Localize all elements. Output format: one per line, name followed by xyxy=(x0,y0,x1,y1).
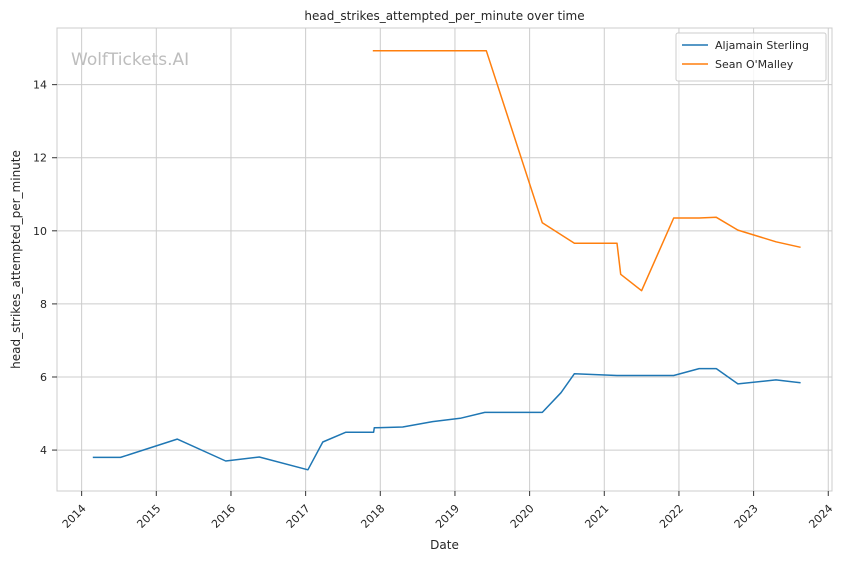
y-tick-label: 10 xyxy=(33,225,47,238)
x-tick-label: 2017 xyxy=(284,502,313,531)
x-tick-label: 2022 xyxy=(657,502,686,531)
series-line-aljamain-sterling xyxy=(92,367,801,471)
chart-title: head_strikes_attempted_per_minute over t… xyxy=(304,9,584,23)
plot-frame xyxy=(56,27,833,492)
series-lines xyxy=(92,49,801,471)
legend: Aljamain Sterling Sean O'Malley xyxy=(675,32,827,82)
x-tick-label: 2018 xyxy=(358,502,387,531)
x-tick-label: 2019 xyxy=(433,502,462,531)
series-line-sean-o-malley xyxy=(372,49,801,292)
legend-label: Sean O'Malley xyxy=(715,58,794,71)
x-axis-label: Date xyxy=(430,538,459,552)
y-tick-label: 4 xyxy=(40,444,47,457)
x-tick-label: 2015 xyxy=(134,502,163,531)
y-tick-label: 12 xyxy=(33,152,47,165)
legend-box xyxy=(675,32,827,82)
grid xyxy=(57,28,832,491)
x-tick-label: 2016 xyxy=(209,502,238,531)
x-tick-label: 2023 xyxy=(732,502,761,531)
x-tick-label: 2021 xyxy=(582,502,611,531)
x-tick-label: 2014 xyxy=(60,502,89,531)
legend-label: Aljamain Sterling xyxy=(715,39,809,52)
y-tick-label: 14 xyxy=(33,79,47,92)
y-axis-label: head_strikes_attempted_per_minute xyxy=(9,150,23,369)
y-tick-label: 6 xyxy=(40,371,47,384)
x-tick-label: 2024 xyxy=(806,502,835,531)
watermark: WolfTickets.AI xyxy=(71,50,189,70)
ticks: 2014 2015 2016 2017 2018 2019 2020 2021 2022 2023… xyxy=(33,79,835,531)
y-tick-label: 8 xyxy=(40,298,47,311)
x-tick-label: 2020 xyxy=(508,502,537,531)
